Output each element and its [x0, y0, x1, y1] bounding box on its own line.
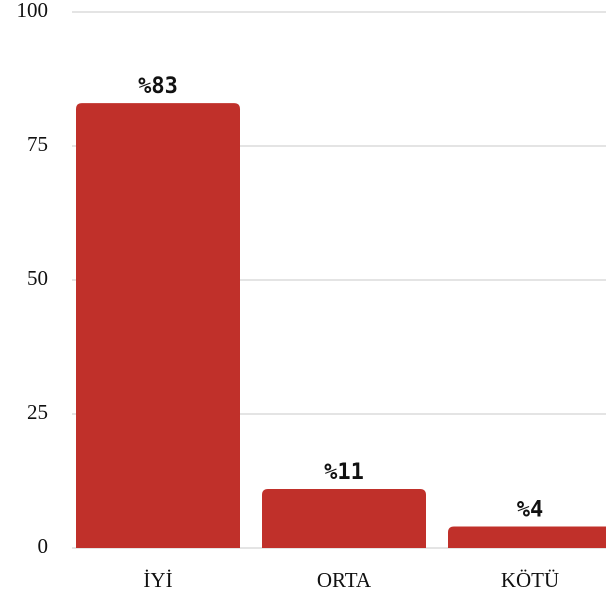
y-tick-label: 75	[27, 132, 48, 156]
data-label: %11	[324, 460, 364, 485]
bar	[76, 103, 240, 549]
x-tick-label: İYİ	[143, 568, 172, 592]
x-tick-label: ORTA	[317, 568, 372, 592]
y-tick-label: 25	[27, 400, 48, 424]
bar	[448, 526, 606, 548]
data-label: %4	[517, 498, 544, 523]
y-tick-label: 0	[38, 534, 49, 558]
y-tick-label: 100	[17, 0, 49, 22]
data-label: %83	[138, 74, 178, 99]
y-tick-label: 50	[27, 266, 48, 290]
bar	[262, 489, 426, 548]
x-tick-label: KÖTÜ	[501, 568, 559, 592]
